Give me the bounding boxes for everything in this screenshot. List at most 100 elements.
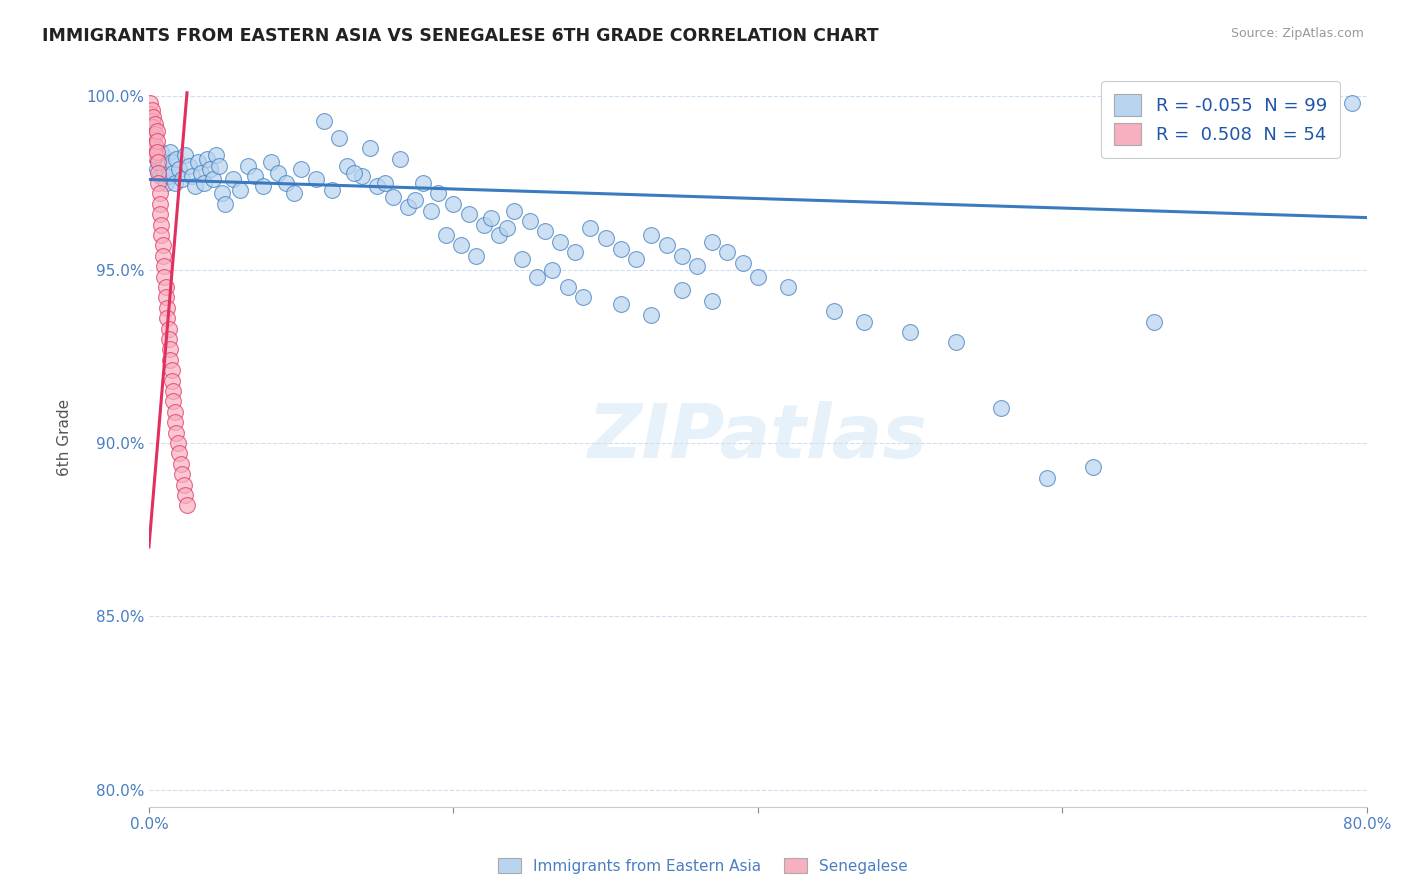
Point (359, 141, 381, 155)
Y-axis label: 6th Grade: 6th Grade (58, 400, 72, 476)
Point (686, 259, 709, 273)
Point (156, 311, 179, 326)
Point (149, 207, 172, 221)
Point (143, 137, 166, 152)
Point (778, 280, 800, 294)
Point (290, 162, 312, 177)
Point (321, 183, 343, 197)
Point (143, 148, 166, 162)
Point (139, 117, 162, 131)
Point (162, 384, 184, 398)
Point (170, 457, 193, 471)
Point (1081, 460, 1104, 475)
Point (671, 249, 693, 263)
Point (404, 194, 426, 208)
Point (149, 169, 172, 183)
Point (155, 280, 177, 294)
Point (139, 128, 162, 142)
Point (141, 113, 163, 128)
Point (173, 477, 195, 491)
Point (245, 169, 267, 183)
Legend: R = -0.055  N = 99, R =  0.508  N = 54: R = -0.055 N = 99, R = 0.508 N = 54 (1101, 81, 1340, 158)
Point (1340, 96, 1362, 111)
Point (441, 196, 464, 211)
Point (150, 218, 173, 232)
Point (1036, 470, 1059, 484)
Point (274, 176, 297, 190)
Point (267, 165, 290, 179)
Point (176, 499, 198, 513)
Point (174, 488, 197, 502)
Point (163, 415, 186, 429)
Point (495, 221, 517, 235)
Point (160, 374, 183, 388)
Point (427, 186, 450, 201)
Point (152, 155, 174, 169)
Point (139, 96, 162, 111)
Point (283, 186, 305, 201)
Point (945, 335, 967, 350)
Point (152, 249, 174, 263)
Point (146, 176, 169, 190)
Point (252, 179, 274, 194)
Point (180, 169, 202, 183)
Point (434, 227, 457, 242)
Point (162, 165, 184, 179)
Point (205, 148, 228, 162)
Point (548, 235, 571, 249)
Point (533, 224, 555, 238)
Point (336, 159, 359, 173)
Point (702, 235, 724, 249)
Point (149, 186, 172, 201)
Point (145, 134, 167, 148)
Point (198, 162, 221, 177)
Point (510, 252, 533, 267)
Point (526, 269, 548, 284)
Point (990, 401, 1012, 416)
Point (328, 131, 350, 145)
Point (159, 343, 181, 357)
Point (671, 284, 693, 298)
Point (1295, 96, 1317, 111)
Point (352, 169, 374, 183)
Point (343, 165, 366, 179)
Point (190, 165, 212, 179)
Point (419, 203, 441, 218)
Point (172, 467, 194, 482)
Point (150, 227, 173, 242)
Point (195, 152, 218, 166)
Point (541, 262, 564, 277)
Point (169, 446, 191, 460)
Point (610, 242, 633, 256)
Point (572, 290, 595, 304)
Point (160, 155, 183, 169)
Point (655, 238, 678, 252)
Point (146, 155, 169, 169)
Text: IMMIGRANTS FROM EASTERN ASIA VS SENEGALESE 6TH GRADE CORRELATION CHART: IMMIGRANTS FROM EASTERN ASIA VS SENEGALE… (42, 27, 879, 45)
Point (174, 148, 197, 162)
Point (853, 315, 876, 329)
Point (450, 238, 472, 252)
Point (150, 145, 173, 159)
Point (595, 231, 617, 245)
Point (143, 128, 166, 142)
Point (374, 176, 396, 190)
Legend: Immigrants from Eastern Asia, Senegalese: Immigrants from Eastern Asia, Senegalese (492, 852, 914, 880)
Point (145, 145, 167, 159)
Point (564, 245, 586, 260)
Point (159, 352, 181, 367)
Point (1264, 96, 1286, 111)
Point (488, 227, 510, 242)
Point (143, 137, 166, 152)
Point (898, 325, 921, 339)
Point (183, 179, 205, 194)
Point (153, 259, 176, 273)
Point (145, 124, 167, 138)
Point (260, 155, 283, 169)
Point (208, 159, 231, 173)
Point (141, 103, 163, 117)
Point (142, 120, 165, 135)
Point (702, 293, 724, 308)
Point (177, 159, 200, 173)
Point (160, 363, 183, 377)
